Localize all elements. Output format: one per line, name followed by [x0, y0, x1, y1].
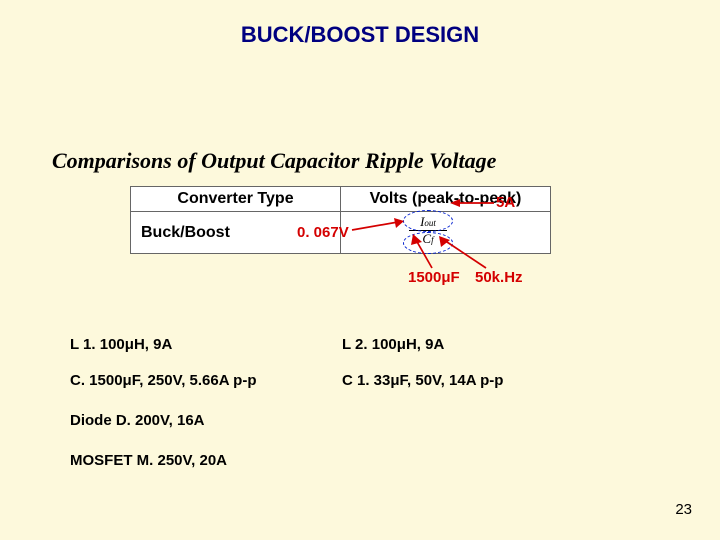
table-header-type: Converter Type	[131, 187, 341, 212]
spec-diode: Diode D. 200V, 16A	[70, 412, 205, 429]
spec-c: C. 1500μF, 250V, 5.66A p-p	[70, 372, 257, 389]
annotation-frequency: 50k.Hz	[475, 269, 523, 286]
annotation-capacitance: 1500μF	[408, 269, 460, 286]
arrow-to-freq	[436, 234, 492, 270]
page-number: 23	[675, 501, 692, 518]
dashed-circle-numerator	[403, 210, 453, 232]
section-subtitle: Comparisons of Output Capacitor Ripple V…	[52, 148, 496, 174]
arrow-to-voltage	[350, 218, 406, 242]
table-header-volts: Volts (peak-to-peak)	[341, 187, 551, 212]
spec-l2: L 2. 100μH, 9A	[342, 336, 444, 353]
annotation-current: 5A	[496, 194, 515, 211]
arrow-to-5a	[450, 196, 496, 210]
spec-c1: C 1. 33μF, 50V, 14A p-p	[342, 372, 503, 389]
annotation-voltage: 0. 067V	[297, 224, 349, 241]
spec-l1: L 1. 100μH, 9A	[70, 336, 172, 353]
page-title: BUCK/BOOST DESIGN	[0, 22, 720, 48]
spec-mosfet: MOSFET M. 250V, 20A	[70, 452, 227, 469]
